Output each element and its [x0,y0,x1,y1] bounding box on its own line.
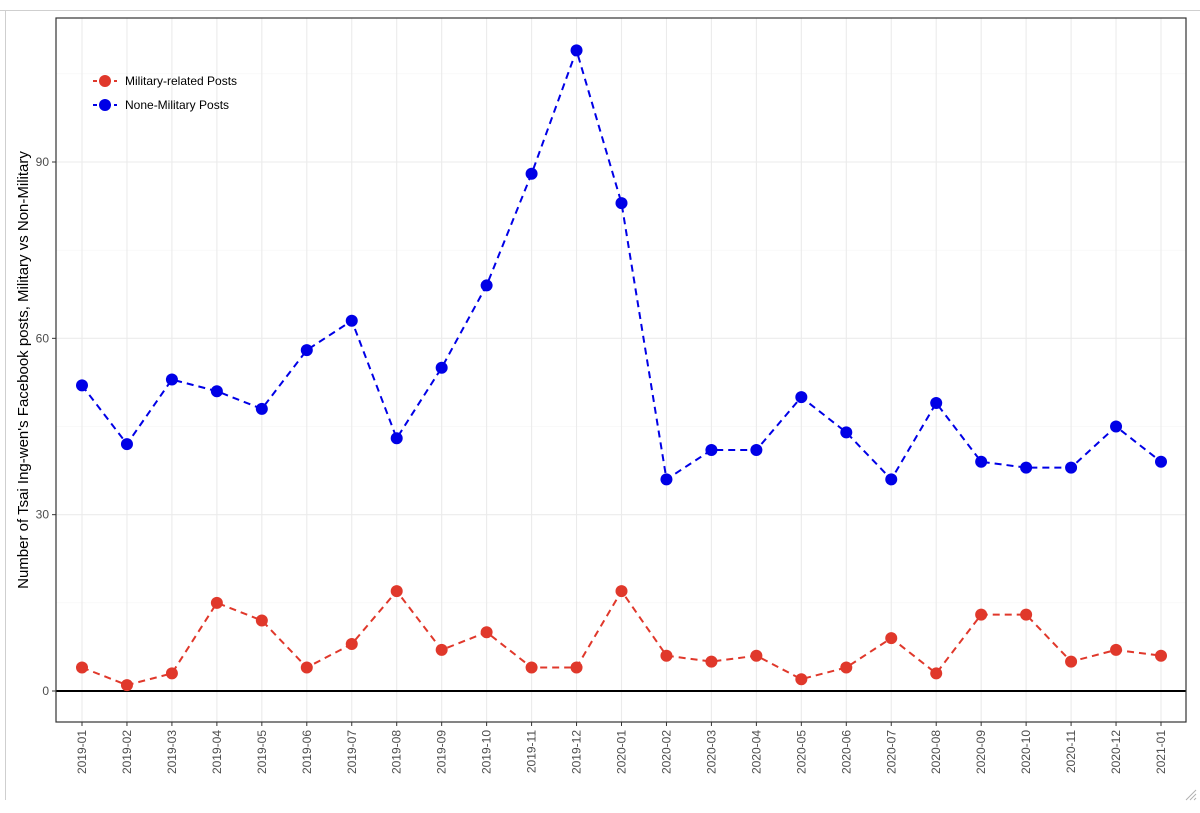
data-point [615,585,628,598]
x-tick-label: 2021-01 [1154,730,1168,774]
x-tick-label: 2019-10 [480,730,494,774]
series-layer [76,44,1167,692]
x-tick-label: 2019-05 [255,730,269,774]
data-point [930,396,943,409]
data-point [390,585,403,598]
data-point [1020,461,1033,474]
x-tick-label: 2019-01 [75,730,89,774]
data-point [1110,643,1123,656]
legend-item-2: None-Military Posts [93,98,229,112]
data-point [570,661,583,674]
data-point [795,673,808,686]
resize-grip-icon[interactable] [1185,789,1197,801]
data-point [615,197,628,210]
y-tick-label: 30 [36,508,50,522]
legend-marker [99,75,111,87]
data-point [390,432,403,445]
grid [56,18,1186,722]
legend-marker [99,99,111,111]
data-point [795,391,808,404]
data-point [1065,461,1078,474]
data-point [435,643,448,656]
data-point [480,626,493,639]
data-point [435,361,448,374]
data-point [210,385,223,398]
data-point [1020,608,1033,621]
series-1 [76,585,1167,692]
data-point [705,655,718,668]
x-tick-label: 2019-06 [300,730,314,774]
data-point [255,402,268,415]
data-point [750,649,763,662]
x-tick-label: 2020-09 [974,730,988,774]
y-axis: 0 30 60 90 [36,155,56,698]
x-tick-label: 2019-11 [525,730,539,773]
x-tick-label: 2019-02 [120,730,134,774]
data-point [1155,649,1167,662]
x-tick-label: 2019-03 [165,730,179,774]
data-point [1155,455,1167,468]
x-tick-label: 2019-07 [345,730,359,774]
data-point [120,679,133,692]
data-point [885,473,898,486]
data-point [1110,420,1123,433]
x-tick-label: 2019-08 [390,730,404,774]
x-tick-label: 2019-04 [210,730,224,774]
data-point [705,444,718,457]
data-point [525,661,538,674]
data-point [885,632,898,645]
x-tick-label: 2020-03 [704,730,718,774]
data-point [1065,655,1078,668]
data-point [345,637,358,650]
data-point [300,344,313,357]
data-point [120,438,133,451]
x-tick-label: 2020-04 [749,730,763,774]
data-point [660,649,673,662]
x-tick-label: 2020-02 [659,730,673,774]
data-point [210,596,223,609]
legend-item-1: Military-related Posts [93,74,237,88]
series-2 [76,44,1167,486]
x-tick-label: 2020-11 [1064,730,1078,773]
x-tick-label: 2020-08 [929,730,943,774]
data-point [165,373,178,386]
x-tick-label: 2020-01 [615,730,629,774]
data-point [840,661,853,674]
legend-label: Military-related Posts [125,74,237,88]
data-point [975,455,988,468]
y-tick-label: 60 [36,331,50,345]
x-axis: 2019-01 2019-02 2019-03 2019-04 2019-05 2019-… [75,722,1168,774]
x-tick-label: 2020-06 [839,730,853,774]
y-axis-title: Number of Tsai Ing-wen's Facebook posts,… [15,151,32,589]
x-tick-label: 2020-10 [1019,730,1033,774]
legend: Military-related Posts None-Military Post… [93,74,237,112]
data-point [480,279,493,292]
data-point [660,473,673,486]
data-point [300,661,313,674]
data-point [570,44,583,57]
x-tick-label: 2020-07 [884,730,898,774]
data-point [76,379,88,392]
data-point [345,314,358,327]
data-point [750,444,763,457]
x-tick-label: 2020-05 [794,730,808,774]
x-tick-label: 2019-12 [570,730,584,774]
data-point [840,426,853,439]
y-tick-label: 90 [36,155,50,169]
legend-label: None-Military Posts [125,98,229,112]
x-tick-label: 2019-09 [435,730,449,774]
x-tick-label: 2020-12 [1109,730,1123,774]
data-point [525,167,538,180]
data-point [76,661,88,674]
y-tick-label: 0 [42,684,49,698]
data-point [165,667,178,680]
data-point [930,667,943,680]
data-point [975,608,988,621]
data-point [255,614,268,627]
